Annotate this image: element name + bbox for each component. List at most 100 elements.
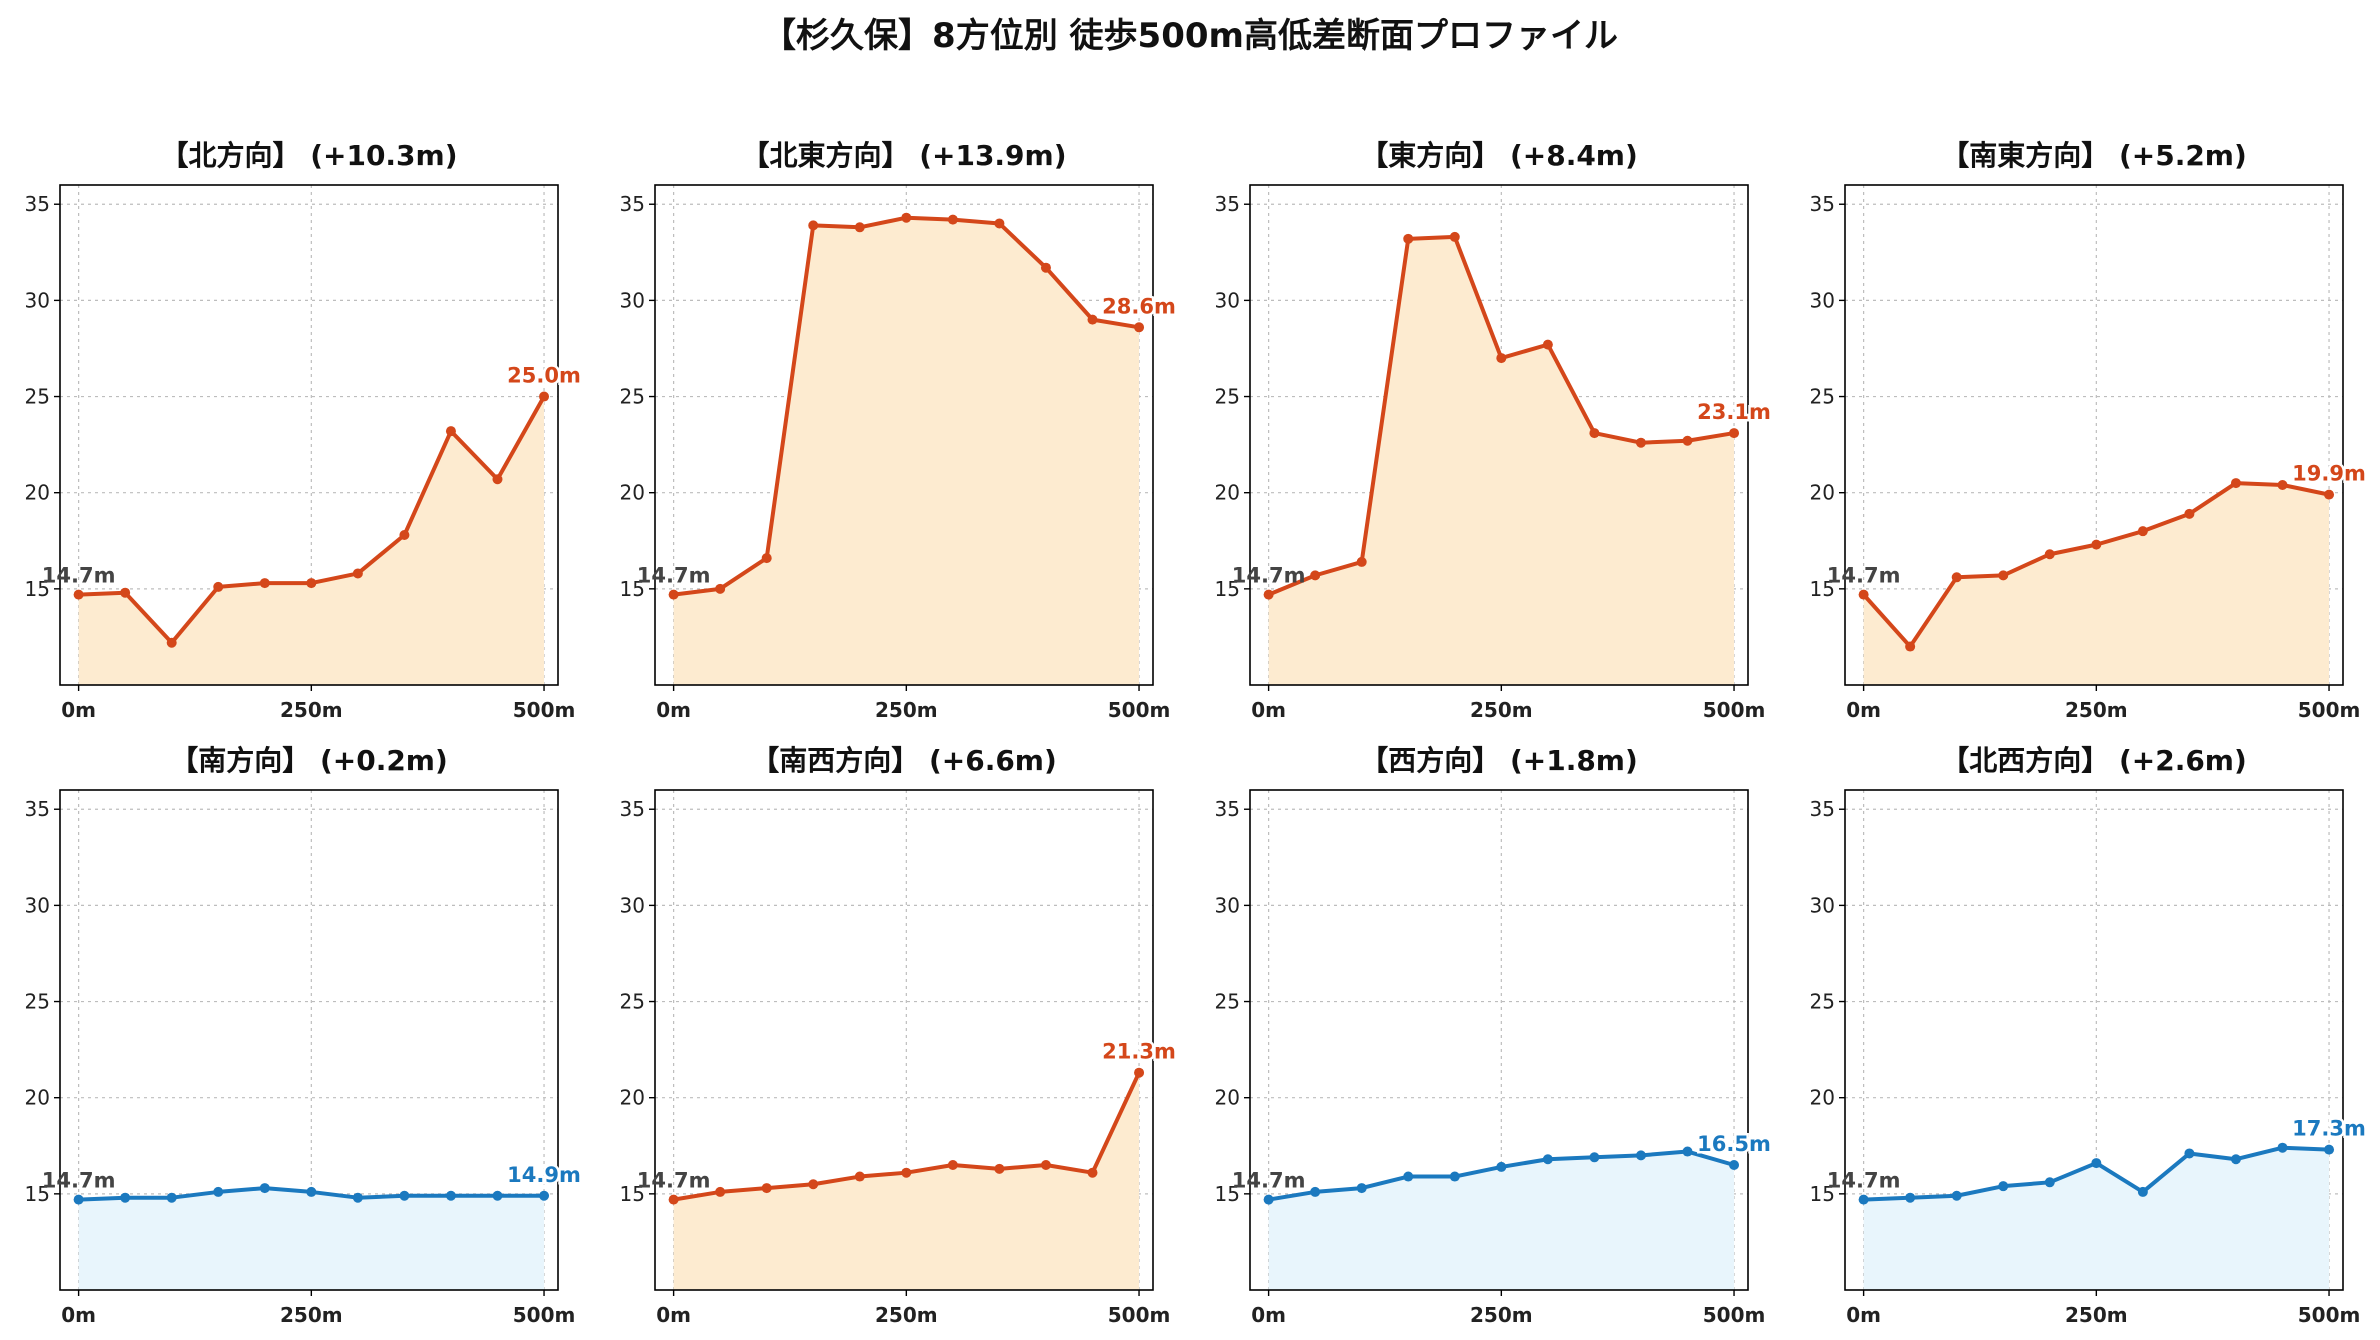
data-point (352, 568, 363, 579)
y-tick-label: 30 (1215, 288, 1240, 312)
y-tick-label: 35 (1215, 192, 1240, 216)
profile-area (673, 1072, 1140, 1290)
profile-area (1863, 483, 2330, 685)
data-point (854, 1171, 865, 1182)
panel-7: 【北西方向】 (+2.6m) 15 20 25 30 35 0m 250m 500m 14.7m 1… (1810, 744, 2369, 1327)
y-tick-label: 30 (1215, 893, 1240, 917)
data-point (352, 1192, 363, 1203)
y-tick-label: 20 (25, 481, 50, 505)
data-point (2091, 539, 2102, 550)
data-point (1134, 1067, 1145, 1078)
data-point (854, 222, 865, 233)
start-elevation-label: 14.7m (1827, 1169, 1901, 1193)
profile-area (673, 217, 1140, 685)
data-point (761, 553, 772, 564)
y-tick-label: 15 (1215, 577, 1240, 601)
y-tick-label: 20 (620, 481, 645, 505)
y-tick-label: 25 (1215, 990, 1240, 1014)
data-point (1682, 1146, 1693, 1157)
x-tick-label: 500m (1108, 1303, 1171, 1327)
data-point (1729, 428, 1740, 439)
panel-3: 【南東方向】 (+5.2m) 15 20 25 30 35 0m 250m 500m 14.7m 1… (1810, 139, 2369, 722)
data-point (445, 426, 456, 437)
x-tick-label: 0m (656, 698, 691, 722)
end-elevation-label: 14.9m (507, 1163, 581, 1187)
data-point (1951, 572, 1962, 583)
axes-frame (1249, 789, 1749, 1291)
axes-frame (59, 789, 559, 1291)
data-point (166, 637, 177, 648)
data-point (1858, 1194, 1869, 1205)
end-elevation-label: 21.3m (1102, 1040, 1176, 1064)
y-tick-label: 35 (620, 797, 645, 821)
data-point (761, 1183, 772, 1194)
y-tick-label: 15 (25, 1182, 50, 1206)
data-point (1087, 314, 1098, 325)
axes-frame (1249, 184, 1749, 686)
x-tick-label: 0m (1251, 698, 1286, 722)
y-tick-label: 25 (25, 385, 50, 409)
y-tick-label: 25 (1810, 385, 1835, 409)
data-point (901, 1167, 912, 1178)
data-point (994, 218, 1005, 229)
x-tick-label: 0m (656, 1303, 691, 1327)
end-elevation-label: 16.5m (1697, 1132, 1771, 1156)
data-point (1496, 1161, 1507, 1172)
data-point (1635, 437, 1646, 448)
data-point (1905, 641, 1916, 652)
y-tick-label: 20 (1810, 481, 1835, 505)
data-point (1403, 1171, 1414, 1182)
x-tick-label: 0m (61, 1303, 96, 1327)
y-tick-label: 25 (1810, 990, 1835, 1014)
x-tick-label: 0m (1251, 1303, 1286, 1327)
x-tick-label: 250m (1470, 698, 1533, 722)
data-point (166, 1192, 177, 1203)
y-tick-label: 35 (25, 192, 50, 216)
data-point (1263, 1194, 1274, 1205)
y-tick-label: 15 (620, 1182, 645, 1206)
data-point (1310, 570, 1321, 581)
panel-2: 【東方向】 (+8.4m) 15 20 25 30 35 0m 250m 500m 14.7m 23… (1215, 139, 1774, 722)
x-tick-label: 250m (1470, 1303, 1533, 1327)
x-tick-label: 500m (1108, 698, 1171, 722)
data-point (1542, 1154, 1553, 1165)
y-tick-label: 15 (1810, 1182, 1835, 1206)
data-point (901, 212, 912, 223)
data-point (539, 391, 550, 402)
start-elevation-label: 14.7m (637, 1169, 711, 1193)
panel-5: 【南西方向】 (+6.6m) 15 20 25 30 35 0m 250m 500m 14.7m 2… (620, 744, 1179, 1327)
y-tick-label: 25 (1215, 385, 1240, 409)
y-tick-label: 15 (1215, 1182, 1240, 1206)
end-elevation-label: 23.1m (1697, 400, 1771, 424)
x-tick-label: 500m (2298, 698, 2361, 722)
data-point (1635, 1150, 1646, 1161)
panel-1: 【北東方向】 (+13.9m) 15 20 25 30 35 0m 250m 500m 14.7m… (620, 139, 1179, 722)
data-point (1263, 589, 1274, 600)
start-elevation-label: 14.7m (1232, 1169, 1306, 1193)
data-point (1403, 233, 1414, 244)
start-elevation-label: 14.7m (42, 1169, 116, 1193)
y-tick-label: 35 (1810, 192, 1835, 216)
data-point (1040, 1160, 1051, 1170)
start-elevation-label: 14.7m (42, 564, 116, 588)
data-point (2044, 1177, 2055, 1188)
data-point (1729, 1160, 1740, 1170)
profile-area (1863, 1147, 2330, 1290)
axes-frame (1844, 789, 2344, 1291)
x-tick-label: 250m (2065, 1303, 2128, 1327)
x-tick-label: 250m (280, 1303, 343, 1327)
data-point (1589, 1152, 1600, 1163)
y-tick-label: 35 (1810, 797, 1835, 821)
data-point (1356, 556, 1367, 567)
x-tick-label: 500m (2298, 1303, 2361, 1327)
figure-title: 【杉久保】8方位別 徒歩500m高低差断面プロファイル (762, 16, 1618, 56)
data-point (1998, 570, 2009, 581)
x-tick-label: 250m (2065, 698, 2128, 722)
data-point (947, 214, 958, 225)
panel-title: 【南方向】 (+0.2m) (170, 744, 448, 777)
data-point (994, 1163, 1005, 1174)
data-point (399, 530, 410, 540)
data-point (1682, 435, 1693, 446)
end-elevation-label: 17.3m (2292, 1117, 2366, 1141)
